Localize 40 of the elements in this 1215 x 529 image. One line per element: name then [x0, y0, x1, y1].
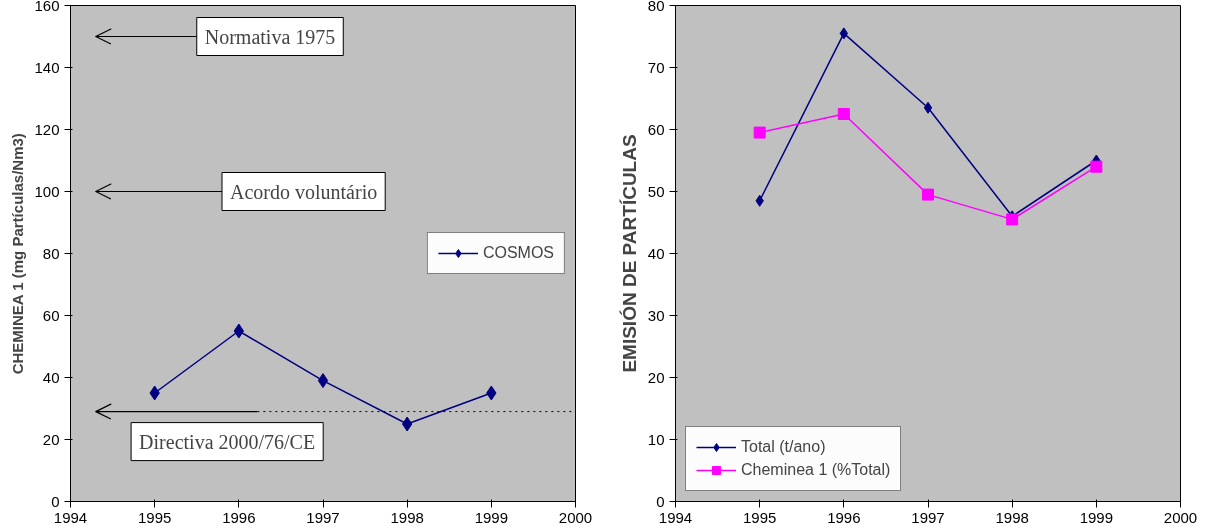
- y-tick-label: 100: [34, 182, 60, 200]
- legend-label: COSMOS: [482, 244, 554, 262]
- y-tick-label: 40: [647, 244, 665, 262]
- legend-label: Total (t/ano): [741, 438, 826, 456]
- x-tick-label: 1994: [658, 508, 693, 526]
- x-tick-label: 1996: [827, 508, 861, 526]
- x-tick-label: 1996: [222, 508, 256, 526]
- y-axis-title: CHEMINEA 1 (mg Partículas/Nm3): [9, 133, 27, 375]
- x-tick-label: 2000: [1163, 508, 1198, 526]
- x-tick-label: 1999: [1079, 508, 1114, 526]
- x-tick-label: 1995: [742, 508, 777, 526]
- ref-line-label: Normativa 1975: [204, 25, 336, 48]
- y-tick-label: 0: [51, 492, 60, 510]
- y-tick-label: 80: [647, 0, 665, 14]
- ref-line-label: Acordo voluntário: [230, 180, 378, 203]
- y-tick-label: 10: [647, 430, 665, 448]
- x-tick-label: 1995: [137, 508, 172, 526]
- y-tick-label: 0: [656, 492, 665, 510]
- x-tick-label: 1998: [390, 508, 424, 526]
- x-tick-label: 1998: [995, 508, 1029, 526]
- y-tick-label: 20: [42, 430, 60, 448]
- y-tick-label: 20: [647, 368, 665, 386]
- x-tick-label: 2000: [558, 508, 593, 526]
- y-tick-label: 40: [42, 368, 60, 386]
- y-axis-title: EMISIÓN DE PARTÍCULAS: [618, 134, 640, 373]
- x-tick-label: 1997: [306, 508, 340, 526]
- y-tick-label: 160: [34, 0, 60, 14]
- y-tick-label: 60: [647, 120, 665, 138]
- y-tick-label: 30: [647, 306, 665, 324]
- x-tick-label: 1999: [474, 508, 509, 526]
- y-tick-label: 120: [34, 120, 60, 138]
- ref-line-label: Directiva 2000/76/CE: [139, 430, 316, 453]
- y-tick-label: 60: [42, 306, 60, 324]
- x-tick-label: 1994: [53, 508, 88, 526]
- x-tick-label: 1997: [911, 508, 945, 526]
- y-tick-label: 50: [647, 182, 665, 200]
- y-tick-label: 70: [647, 58, 665, 76]
- y-tick-label: 80: [42, 244, 60, 262]
- legend-label: Cheminea 1 (%Total): [741, 461, 891, 479]
- y-tick-label: 140: [34, 58, 60, 76]
